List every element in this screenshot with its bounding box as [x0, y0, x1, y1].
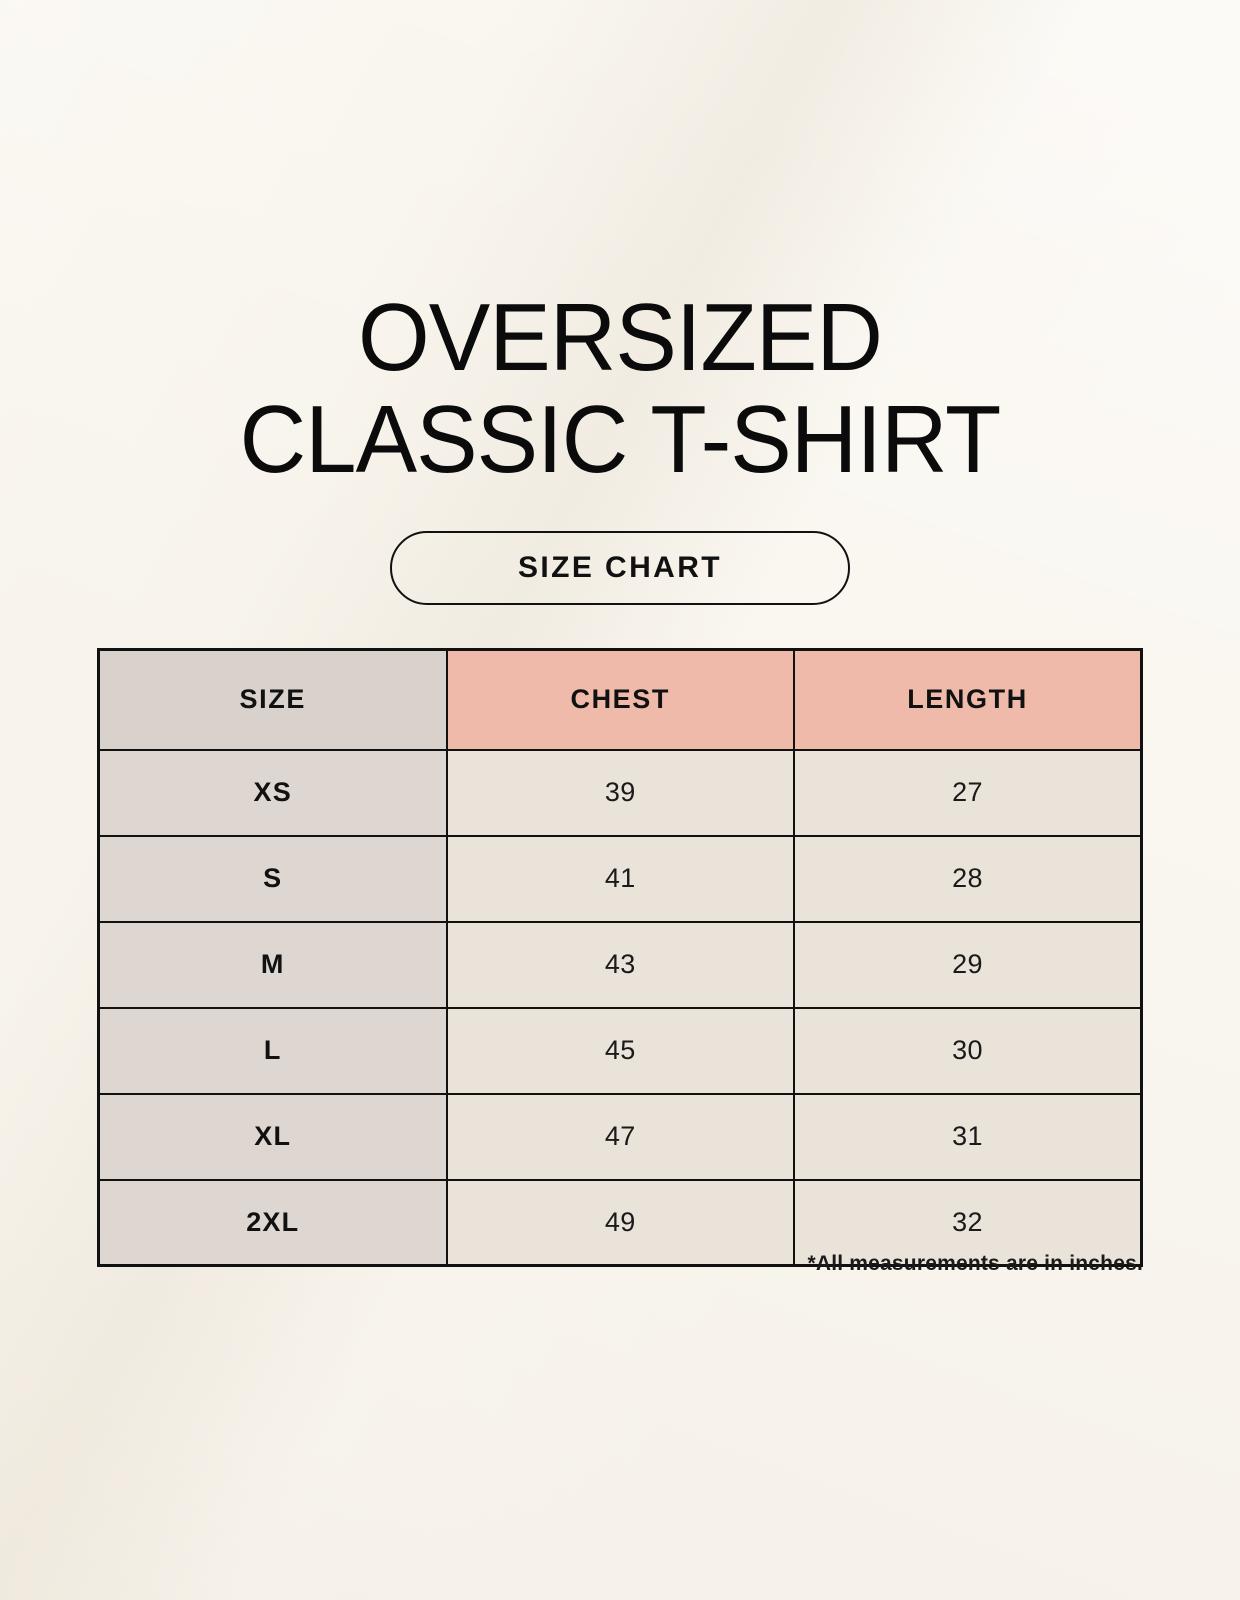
- table-row: XS 39 27: [97, 748, 1143, 837]
- cell-chest: 49: [445, 1178, 795, 1267]
- cell-length: 27: [793, 748, 1143, 837]
- cell-length: 29: [793, 920, 1143, 1009]
- cell-size: L: [97, 1006, 448, 1095]
- cell-chest: 41: [445, 834, 795, 923]
- table-row: 2XL 49 32: [97, 1178, 1143, 1267]
- size-chart-badge-label: SIZE CHART: [518, 551, 722, 584]
- size-chart-badge: SIZE CHART: [390, 531, 850, 605]
- cell-chest: 43: [445, 920, 795, 1009]
- title-line-1: OVERSIZED: [358, 284, 883, 391]
- table-row: L 45 30: [97, 1006, 1143, 1095]
- measurement-units-footnote: *All measurements are in inches.: [807, 1252, 1143, 1275]
- cell-length: 31: [793, 1092, 1143, 1181]
- page-title: OVERSIZED CLASSIC T-SHIRT: [0, 284, 1240, 493]
- size-table-body: XS 39 27 S 41 28 M 43 29 L 45 30: [97, 748, 1143, 1267]
- cell-chest: 39: [445, 748, 795, 837]
- table-header-row: SIZE CHEST LENGTH: [97, 648, 1143, 751]
- table-row: XL 47 31: [97, 1092, 1143, 1181]
- table-row: M 43 29: [97, 920, 1143, 1009]
- table-row: S 41 28: [97, 834, 1143, 923]
- cell-length: 28: [793, 834, 1143, 923]
- column-header-size: SIZE: [97, 648, 448, 751]
- cell-size: XL: [97, 1092, 448, 1181]
- title-line-2: CLASSIC T-SHIRT: [239, 386, 1002, 493]
- cell-length: 30: [793, 1006, 1143, 1095]
- cell-size: S: [97, 834, 448, 923]
- cell-size: M: [97, 920, 448, 1009]
- cell-chest: 47: [445, 1092, 795, 1181]
- size-table-wrap: SIZE CHEST LENGTH XS 39 27 S 41 28 M: [97, 648, 1143, 1267]
- column-header-length: LENGTH: [793, 648, 1143, 751]
- column-header-chest: CHEST: [445, 648, 795, 751]
- cell-size: 2XL: [97, 1178, 448, 1267]
- size-table: SIZE CHEST LENGTH XS 39 27 S 41 28 M: [97, 648, 1143, 1267]
- cell-length: 32: [793, 1178, 1143, 1267]
- size-chart-badge-wrap: SIZE CHART: [0, 531, 1240, 605]
- size-table-head: SIZE CHEST LENGTH: [97, 648, 1143, 751]
- cell-chest: 45: [445, 1006, 795, 1095]
- cell-size: XS: [97, 748, 448, 837]
